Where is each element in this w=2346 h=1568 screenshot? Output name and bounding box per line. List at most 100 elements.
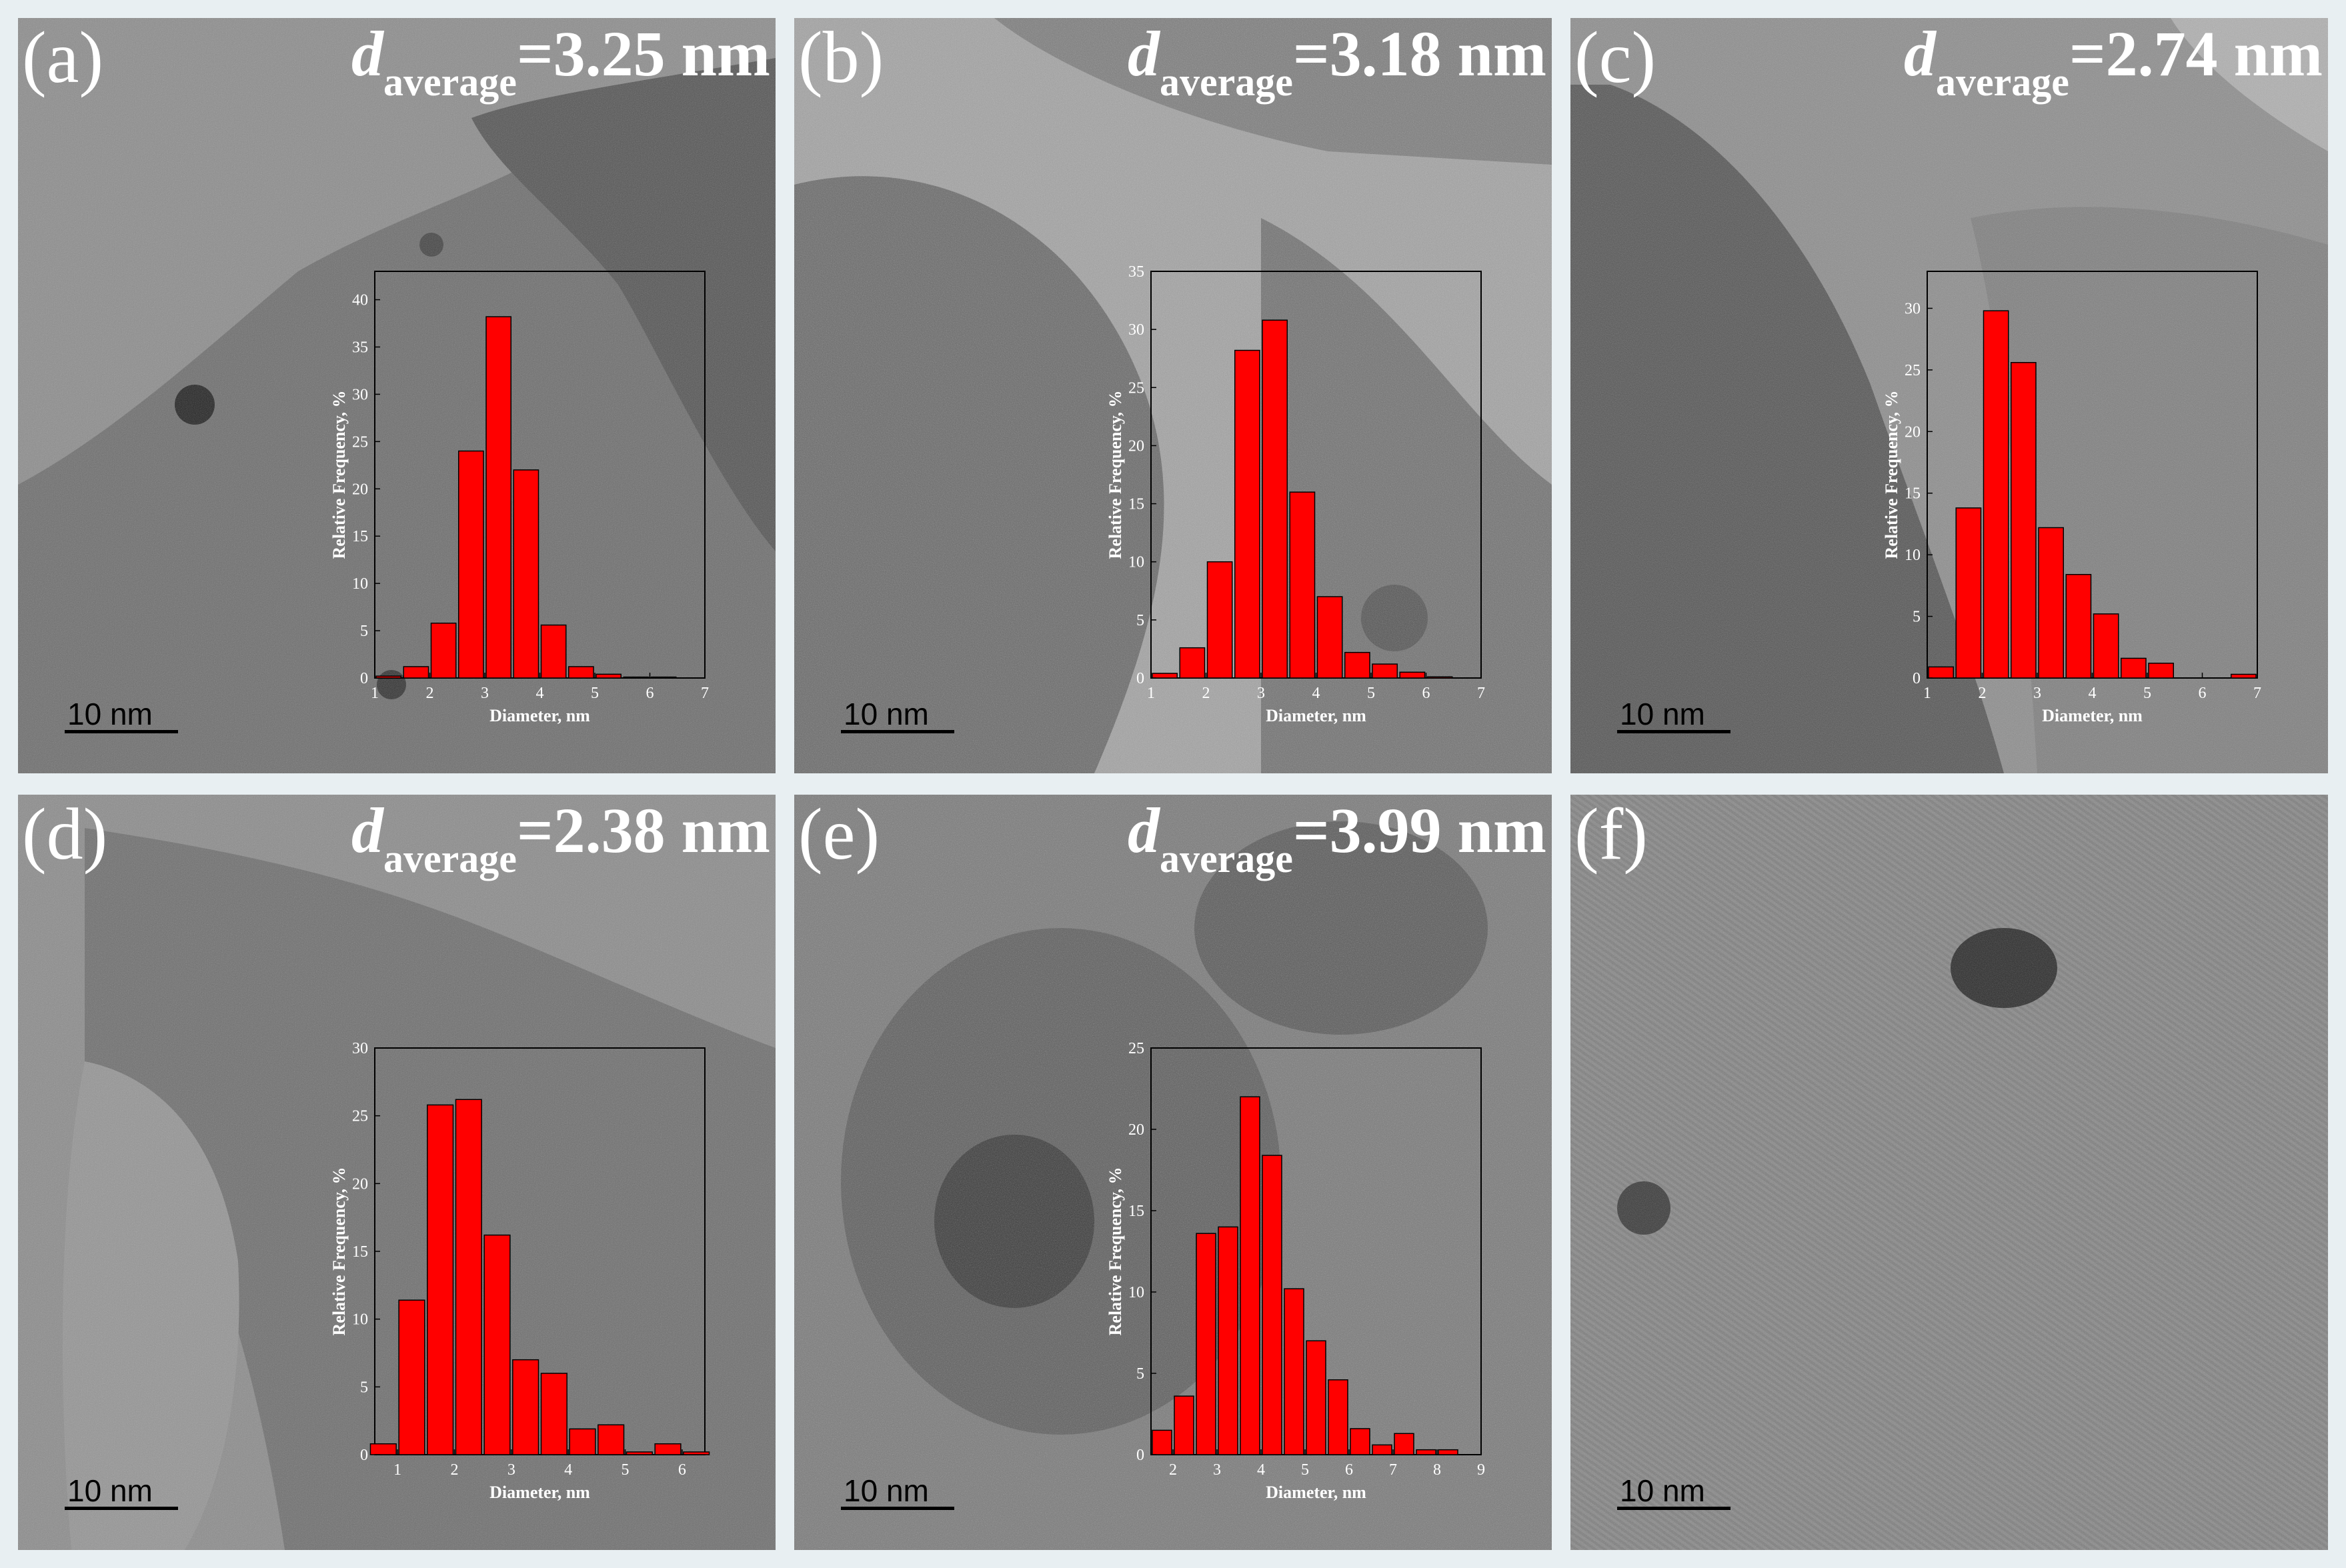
y-tick-label: 20 [352, 1175, 368, 1193]
x-axis-label: Diameter, nm [1266, 706, 1366, 725]
y-tick-label: 5 [1136, 1365, 1144, 1383]
y-tick-label: 15 [1905, 485, 1921, 503]
average-diameter-c: daverage=2.74 nm [1904, 18, 2323, 104]
scale-bar-label-c: 10 nm [1620, 697, 1705, 731]
x-tick-label: 5 [1367, 685, 1375, 702]
scale-bar-c [1617, 730, 1730, 733]
bar [2148, 663, 2174, 679]
bar [1240, 1096, 1260, 1455]
y-axis-label: Relative Frequency, % [329, 391, 349, 559]
y-tick-label: 30 [1905, 300, 1921, 317]
y-tick-label: 10 [1128, 1284, 1144, 1301]
bar [1152, 673, 1178, 679]
x-tick-label: 6 [678, 1461, 686, 1479]
x-tick-label: 7 [1477, 685, 1485, 702]
bar [458, 450, 484, 679]
bar [1438, 1449, 1458, 1455]
y-tick-label: 0 [1913, 670, 1921, 687]
y-tick-label: 15 [352, 1243, 368, 1261]
bar [1316, 596, 1343, 679]
y-tick-label: 20 [1905, 423, 1921, 441]
x-tick-label: 6 [1345, 1461, 1353, 1479]
y-tick-label: 10 [352, 575, 368, 593]
bar [483, 1234, 511, 1455]
tem-panel-e: (e) daverage=3.99 nm 10 nm 2 3 4 5 6 7 8 9 0 5 10 15 20… [794, 795, 1552, 1550]
y-tick-label: 10 [1128, 554, 1144, 571]
x-tick-label: 1 [1923, 685, 1931, 702]
bar [1206, 561, 1233, 679]
y-tick-label: 5 [360, 623, 368, 640]
tem-panel-b: (b) daverage=3.18 nm 10 nm 1 2 3 4 5 6 7 0 5 10 15 20 2… [794, 18, 1552, 773]
bar [1955, 507, 1982, 679]
scale-bar-label-f: 10 nm [1620, 1473, 1705, 1508]
y-tick-label: 0 [1136, 670, 1144, 687]
histogram-a: 1 2 3 4 5 6 7 0 5 10 15 20 25 30 35 40 Diameter, nm Relat… [329, 271, 709, 725]
scale-bar-d [65, 1507, 178, 1510]
bar [1328, 1379, 1348, 1455]
x-tick-label: 1 [371, 685, 379, 702]
y-tick-label: 15 [1128, 1203, 1144, 1220]
y-axis-label: Relative Frequency, % [1106, 1167, 1125, 1336]
scale-bar-b [841, 730, 954, 733]
x-tick-label: 1 [1147, 685, 1155, 702]
x-tick-label: 2 [1169, 1461, 1177, 1479]
x-axis-label: Diameter, nm [489, 706, 590, 725]
y-tick-label: 35 [352, 339, 368, 356]
histogram-e: 2 3 4 5 6 7 8 9 0 5 10 15 20 25 Diameter, nm Relative F… [1106, 1040, 1485, 1502]
scale-bar-f [1617, 1507, 1730, 1510]
bar [1372, 1444, 1392, 1455]
y-tick-label: 15 [352, 528, 368, 545]
scale-bar-label-a: 10 nm [67, 697, 153, 731]
bar [626, 1451, 653, 1455]
bar [1152, 1429, 1172, 1455]
bar [1928, 666, 1954, 679]
y-tick-label: 35 [1128, 263, 1144, 281]
average-diameter-d: daverage=2.38 nm [351, 795, 770, 881]
y-axis-label: Relative Frequency, % [1106, 391, 1125, 559]
panel-label-d: (d) [22, 795, 108, 875]
x-tick-label: 3 [1213, 1461, 1221, 1479]
x-tick-label: 4 [1312, 685, 1320, 702]
y-tick-label: 5 [1913, 609, 1921, 626]
x-tick-label: 2 [450, 1461, 458, 1479]
bar [1179, 647, 1206, 679]
y-tick-label: 25 [1128, 379, 1144, 397]
y-tick-label: 25 [352, 1108, 368, 1125]
tem-panel-d: (d) daverage=2.38 nm 10 nm 1 2 3 4 5 6 0 5 10 15 20 25… [18, 795, 776, 1550]
y-tick-label: 20 [1128, 437, 1144, 455]
y-tick-label: 20 [1128, 1121, 1144, 1139]
panel-label-a: (a) [22, 18, 104, 98]
bar [430, 622, 457, 679]
bar [513, 469, 539, 679]
x-tick-label: 2 [1979, 685, 1987, 702]
bar [569, 1428, 596, 1455]
y-tick-label: 25 [1128, 1040, 1144, 1057]
bar [2121, 657, 2147, 679]
x-tick-label: 4 [2089, 685, 2097, 702]
bar [1289, 491, 1316, 679]
bar [1218, 1226, 1238, 1455]
bar [1284, 1288, 1304, 1455]
bar [375, 675, 401, 679]
x-tick-label: 5 [591, 685, 599, 702]
x-tick-label: 4 [1257, 1461, 1265, 1479]
y-tick-label: 10 [1905, 547, 1921, 564]
x-tick-label: 4 [564, 1461, 572, 1479]
bar [1234, 349, 1260, 679]
scale-bar-label-e: 10 nm [844, 1473, 929, 1508]
y-tick-label: 0 [1136, 1447, 1144, 1464]
tem-image-f [1570, 795, 2328, 1550]
bar [2093, 613, 2119, 679]
y-tick-label: 25 [1905, 362, 1921, 379]
x-tick-label: 3 [1257, 685, 1265, 702]
average-diameter-b: daverage=3.18 nm [1128, 18, 1546, 104]
bar [1306, 1340, 1326, 1455]
tem-image-c [1570, 18, 2328, 773]
bar [654, 1443, 682, 1455]
bar [1350, 1428, 1370, 1455]
bar [568, 666, 594, 679]
bar [1394, 1433, 1414, 1455]
x-tick-label: 5 [1301, 1461, 1309, 1479]
histogram-b: 1 2 3 4 5 6 7 0 5 10 15 20 25 30 35 Diameter, nm Relativ… [1106, 263, 1485, 725]
bar [512, 1359, 539, 1455]
